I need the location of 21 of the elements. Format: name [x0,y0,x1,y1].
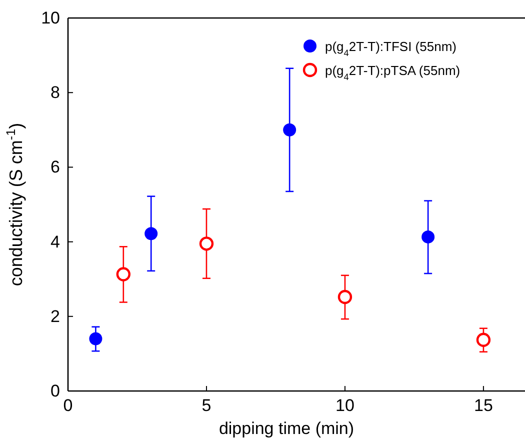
y-tick-label: 0 [50,381,60,400]
point [144,227,158,240]
x-tick-label: 10 [336,396,354,416]
point [338,290,352,304]
y-tick-label: 2 [50,306,60,326]
point [199,236,214,251]
x-tick-label: 5 [202,396,212,416]
point [116,267,130,282]
point [476,332,491,347]
x-tick-label: 15 [474,396,493,416]
point [283,123,296,136]
y-tick-label: 10 [41,8,60,28]
legend-label: p(g$_{4}$2T-T):pTSA (55nm) [325,63,460,82]
point [89,332,102,346]
y-tick-label: 8 [50,83,60,102]
point [422,230,435,244]
y-tick-label: 6 [50,158,60,177]
legend-label: p(g$_{4}$2T-T):TFSI (55nm) [325,39,456,58]
y-tick-label: 4 [50,232,60,252]
x-tick-label: 0 [63,396,73,416]
x-axis-title: dipping time (min) [218,419,354,438]
